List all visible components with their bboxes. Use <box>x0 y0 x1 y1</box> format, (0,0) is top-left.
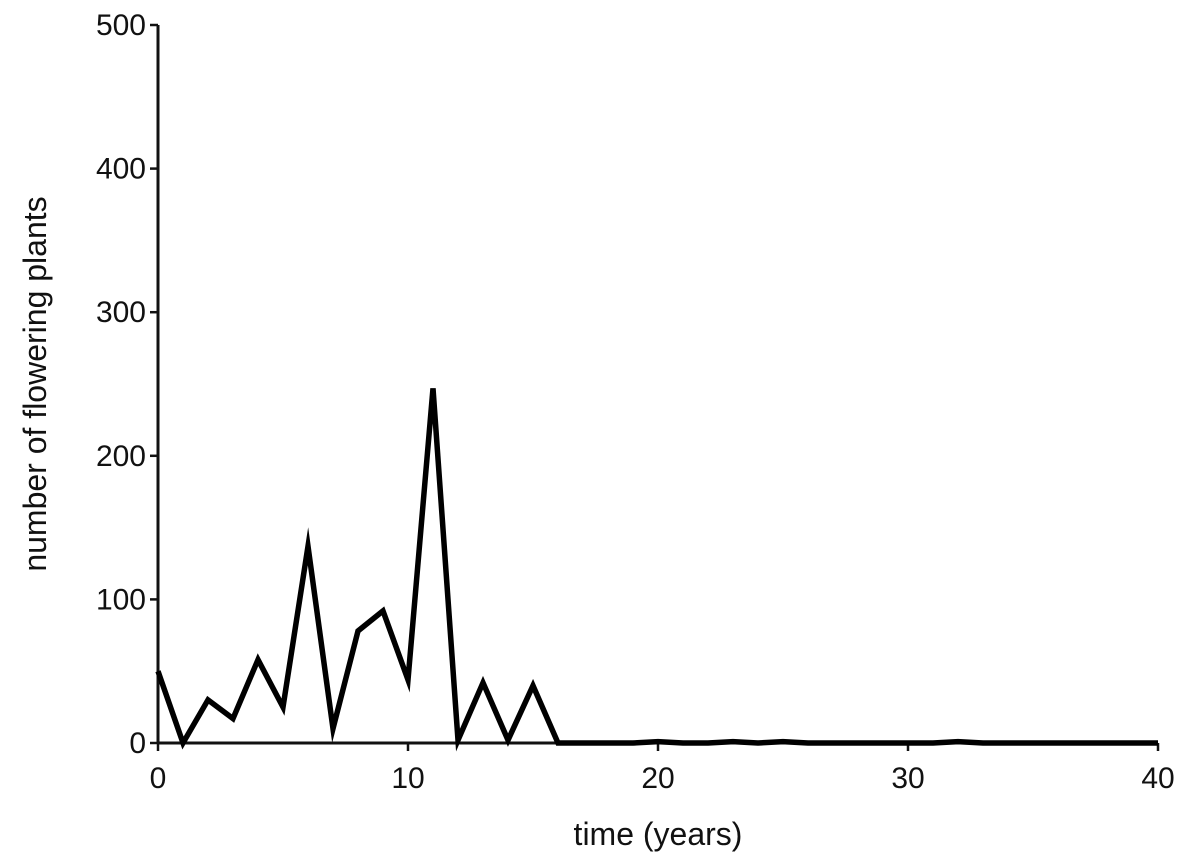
y-axis-title: number of flowering plants <box>17 196 53 571</box>
x-tick-label: 40 <box>1141 762 1174 795</box>
y-tick-label: 0 <box>129 727 146 760</box>
x-tick-label: 0 <box>150 762 167 795</box>
y-tick-label: 200 <box>96 440 146 473</box>
series-line <box>155 388 1158 752</box>
y-tick-label: 300 <box>96 296 146 329</box>
y-tick-label: 100 <box>96 583 146 616</box>
y-tick-label: 400 <box>96 153 146 186</box>
x-tick-label: 20 <box>641 762 674 795</box>
x-axis-title: time (years) <box>574 816 743 852</box>
x-tick-label: 10 <box>391 762 424 795</box>
x-tick-label: 30 <box>891 762 924 795</box>
y-tick-label: 500 <box>96 9 146 42</box>
